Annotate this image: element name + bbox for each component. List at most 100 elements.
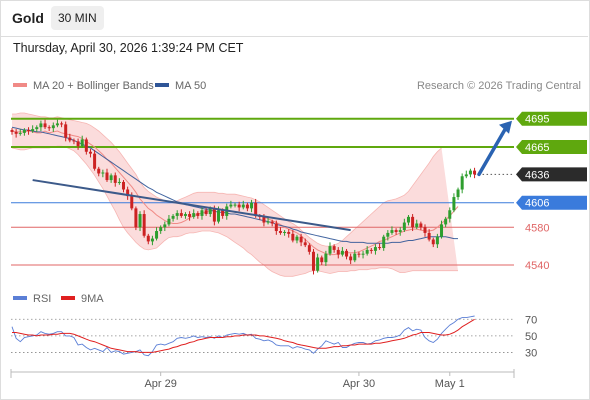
candle bbox=[382, 234, 386, 251]
candle bbox=[76, 138, 80, 150]
candle-body bbox=[68, 137, 72, 141]
candle-body bbox=[167, 218, 171, 225]
candle bbox=[105, 168, 109, 182]
candle-body bbox=[196, 213, 200, 216]
candle bbox=[179, 209, 183, 218]
level-tag-bg bbox=[516, 111, 587, 126]
candle bbox=[345, 248, 349, 260]
candle-body bbox=[47, 127, 51, 129]
candle bbox=[336, 247, 340, 259]
candle-body bbox=[134, 208, 138, 228]
candle bbox=[126, 186, 130, 200]
candle-body bbox=[340, 250, 344, 255]
candle-body bbox=[365, 249, 369, 254]
datetime-label: Thursday, April 30, 2026 1:39:24 PM CET bbox=[13, 41, 244, 55]
candle bbox=[10, 128, 14, 135]
level-tag-text: 4540 bbox=[525, 260, 549, 272]
candle-body bbox=[250, 202, 254, 209]
level-tag-4580: 4580 bbox=[525, 222, 549, 234]
candle-body bbox=[468, 170, 472, 175]
candle bbox=[283, 230, 287, 236]
candle bbox=[468, 168, 472, 178]
candle-body bbox=[183, 214, 187, 216]
candle bbox=[250, 199, 254, 213]
candle bbox=[167, 214, 171, 227]
bollinger-band-fill bbox=[12, 113, 458, 277]
candle-body bbox=[311, 251, 315, 271]
candle bbox=[311, 248, 315, 275]
candle-body bbox=[204, 210, 208, 215]
candle bbox=[138, 211, 142, 232]
candle-body bbox=[208, 208, 212, 215]
legend-swatch-rsi-ma bbox=[61, 296, 75, 301]
level-tag-text: 4636 bbox=[525, 169, 549, 181]
legend-item-ma50: MA 50 bbox=[155, 80, 206, 92]
candle-body bbox=[394, 230, 398, 232]
candle bbox=[117, 178, 121, 185]
legend-label-ma20: MA 20 + Bollinger Bands bbox=[33, 80, 154, 92]
candle bbox=[353, 249, 357, 263]
candle bbox=[266, 217, 270, 225]
candle bbox=[237, 201, 241, 212]
candle-body bbox=[84, 139, 88, 152]
candle bbox=[14, 129, 18, 138]
legend-item-rsi-ma: 9MA bbox=[61, 293, 104, 305]
candle-body bbox=[122, 181, 126, 190]
candle-body bbox=[237, 204, 241, 208]
candle bbox=[415, 219, 419, 230]
price-level-tags: 4695 4665 4636 4606 4580 4540 bbox=[516, 111, 587, 272]
candle-body bbox=[126, 189, 130, 197]
level-tag-4636: 4636 bbox=[516, 167, 587, 182]
candle bbox=[88, 148, 92, 158]
candle-body bbox=[142, 214, 146, 236]
legend-item-ma20: MA 20 + Bollinger Bands bbox=[13, 80, 154, 92]
candle-body bbox=[444, 218, 448, 225]
candle bbox=[43, 119, 47, 130]
header-bar: Gold 30 MIN bbox=[0, 0, 588, 37]
candle bbox=[142, 210, 146, 238]
candle-body bbox=[175, 213, 179, 216]
candle-body bbox=[241, 204, 245, 208]
level-tag-text: 4580 bbox=[525, 222, 549, 234]
candle bbox=[109, 173, 113, 183]
candle bbox=[402, 218, 406, 232]
candle bbox=[64, 121, 68, 142]
candle bbox=[456, 187, 460, 200]
candle-body bbox=[72, 140, 76, 142]
candle bbox=[307, 243, 311, 255]
candle bbox=[200, 207, 204, 220]
legend-label-ma50: MA 50 bbox=[175, 80, 207, 92]
candle bbox=[39, 120, 43, 131]
candle bbox=[394, 228, 398, 235]
bollinger-band bbox=[11, 112, 458, 277]
candle bbox=[80, 135, 84, 148]
candle-body bbox=[357, 253, 361, 255]
rsi-ma-line bbox=[12, 318, 475, 353]
candle-body bbox=[80, 139, 84, 147]
candle bbox=[229, 200, 233, 209]
candle-body bbox=[287, 231, 291, 234]
candle-body bbox=[171, 215, 175, 219]
candle bbox=[72, 138, 76, 145]
candle bbox=[324, 250, 328, 266]
candle bbox=[419, 221, 423, 231]
level-tag-bg bbox=[516, 167, 587, 182]
rsi-panel: 30 50 70 bbox=[11, 314, 537, 359]
candle bbox=[68, 133, 72, 143]
legend-swatch-ma50 bbox=[155, 83, 169, 88]
candle bbox=[316, 253, 320, 273]
timeframe-button[interactable]: 30 MIN bbox=[51, 6, 104, 30]
instrument-name: Gold bbox=[12, 10, 44, 26]
candle-body bbox=[88, 151, 92, 154]
candle bbox=[320, 255, 324, 266]
candle bbox=[291, 230, 295, 243]
candle bbox=[188, 211, 192, 221]
candle-body bbox=[43, 123, 47, 128]
level-tag-text: 4695 bbox=[525, 114, 549, 126]
candle bbox=[357, 251, 361, 258]
candle bbox=[431, 237, 435, 248]
candle bbox=[332, 244, 336, 253]
candle-body bbox=[398, 230, 402, 232]
x-axis: Apr 29 Apr 30 May 1 bbox=[10, 369, 515, 390]
